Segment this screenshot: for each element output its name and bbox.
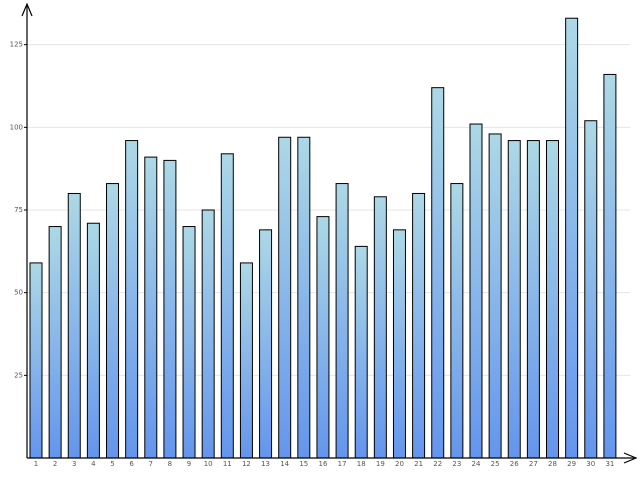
x-tick-label: 27 xyxy=(529,460,538,468)
y-tick-label: 125 xyxy=(10,41,23,49)
x-tick-label: 13 xyxy=(261,460,270,468)
x-tick-label: 30 xyxy=(586,460,595,468)
bar xyxy=(335,183,349,459)
x-tick-label: 21 xyxy=(414,460,423,468)
x-tick-label: 29 xyxy=(567,460,576,468)
x-tick-label: 6 xyxy=(129,460,134,468)
x-tick-label: 11 xyxy=(223,460,232,468)
x-tick-label: 23 xyxy=(452,460,461,468)
bar xyxy=(412,192,426,459)
y-tick-label: 50 xyxy=(14,289,23,297)
x-tick-label: 4 xyxy=(91,460,96,468)
bar xyxy=(297,136,311,459)
bar xyxy=(488,133,502,459)
x-tick-label: 9 xyxy=(187,460,191,468)
x-tick-label: 14 xyxy=(280,460,289,468)
bar xyxy=(565,17,579,459)
x-tick-label: 24 xyxy=(472,460,481,468)
bar xyxy=(182,226,196,459)
x-tick-label: 28 xyxy=(548,460,557,468)
x-tick-label: 7 xyxy=(149,460,153,468)
bar xyxy=(316,216,330,459)
x-tick-label: 25 xyxy=(491,460,500,468)
bar xyxy=(106,183,120,459)
x-tick-label: 5 xyxy=(110,460,114,468)
x-tick-label: 15 xyxy=(299,460,308,468)
bar xyxy=(584,120,598,459)
bar xyxy=(469,123,483,459)
bar xyxy=(48,226,62,459)
bar xyxy=(220,153,234,459)
y-tick-label: 75 xyxy=(14,206,23,214)
bar xyxy=(125,140,139,459)
bar xyxy=(29,262,43,459)
bar xyxy=(163,159,177,459)
x-tick-label: 10 xyxy=(204,460,213,468)
x-tick-label: 22 xyxy=(433,460,442,468)
bar xyxy=(144,156,158,459)
x-tick-label: 12 xyxy=(242,460,251,468)
bar xyxy=(603,73,617,459)
bar xyxy=(67,192,81,459)
x-tick-label: 31 xyxy=(605,460,614,468)
bar xyxy=(201,209,215,459)
bar xyxy=(278,136,292,459)
x-tick-label: 1 xyxy=(34,460,38,468)
y-axis-arrow xyxy=(21,2,33,17)
x-axis-arrow xyxy=(623,452,638,464)
x-tick-label: 19 xyxy=(376,460,385,468)
x-tick-label: 2 xyxy=(53,460,57,468)
bar xyxy=(392,229,406,459)
x-tick-label: 20 xyxy=(395,460,404,468)
bar xyxy=(546,140,560,459)
bar xyxy=(86,222,100,459)
bar xyxy=(239,262,253,459)
bar xyxy=(450,183,464,459)
bar xyxy=(507,140,521,459)
bar xyxy=(431,87,445,459)
bar xyxy=(526,140,540,459)
x-tick-label: 8 xyxy=(168,460,172,468)
bar xyxy=(354,245,368,459)
x-tick-label: 17 xyxy=(338,460,347,468)
x-tick-label: 16 xyxy=(318,460,327,468)
bar xyxy=(259,229,273,459)
y-tick-label: 100 xyxy=(10,123,23,131)
bar xyxy=(373,196,387,459)
x-tick-label: 18 xyxy=(357,460,366,468)
x-tick-label: 3 xyxy=(72,460,76,468)
y-tick-label: 25 xyxy=(14,371,23,379)
x-tick-label: 26 xyxy=(510,460,519,468)
